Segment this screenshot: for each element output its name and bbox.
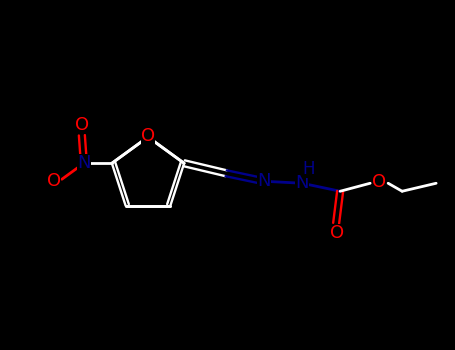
Text: O: O — [330, 224, 344, 242]
Text: O: O — [47, 172, 61, 190]
Text: O: O — [75, 116, 89, 134]
Text: O: O — [372, 173, 386, 191]
Text: N: N — [295, 174, 309, 192]
Text: N: N — [77, 154, 91, 172]
Text: N: N — [258, 172, 271, 190]
Text: H: H — [302, 160, 314, 178]
Text: O: O — [141, 127, 155, 145]
